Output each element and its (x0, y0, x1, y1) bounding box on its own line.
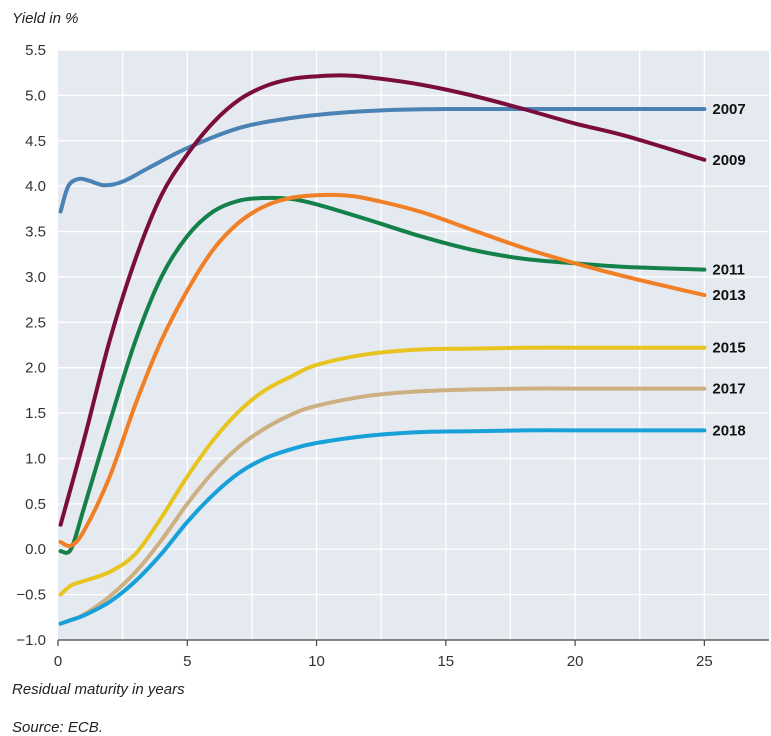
series-label-2017: 2017 (712, 381, 745, 398)
plot-area (58, 50, 769, 640)
series-label-2009: 2009 (712, 152, 745, 169)
series-label-2007: 2007 (712, 101, 745, 118)
y-tick-label: 3.0 (25, 269, 46, 286)
series-label-2015: 2015 (712, 340, 745, 357)
y-tick-label: −0.5 (16, 587, 46, 604)
x-axis-ticks: 0 5 10 15 20 25 (54, 640, 713, 670)
x-tick-label: 20 (567, 653, 584, 670)
series-line-2011 (58, 195, 707, 555)
y-tick-label: 4.0 (25, 178, 46, 195)
y-tick-label: 3.5 (25, 224, 46, 241)
y-tick-label: 2.5 (25, 314, 46, 331)
y-tick-label: −1.0 (16, 632, 46, 649)
series-line-2013 (58, 192, 707, 548)
y-tick-label: 1.0 (25, 450, 46, 467)
y-tick-label: 1.5 (25, 405, 46, 422)
x-tick-label: 0 (54, 653, 62, 670)
series-label-2013: 2013 (712, 287, 745, 304)
y-axis-title: Yield in % (12, 10, 78, 27)
y-tick-label: 0.0 (25, 541, 46, 558)
x-tick-label: 5 (183, 653, 191, 670)
series-labels: 2007 2009 2011 2013 2015 2017 2018 (712, 101, 745, 439)
grid-lines (58, 49, 769, 641)
series-lines (58, 73, 707, 626)
series-line-2015 (58, 345, 707, 597)
series-line-2009 (58, 73, 707, 527)
y-tick-label: 0.5 (25, 496, 46, 513)
x-tick-label: 25 (696, 653, 713, 670)
x-tick-label: 10 (308, 653, 325, 670)
series-label-2018: 2018 (712, 422, 745, 439)
source-note: Source: ECB. (12, 719, 103, 736)
series-label-2011: 2011 (712, 262, 745, 279)
y-tick-label: 2.0 (25, 360, 46, 377)
y-tick-label: 5.0 (25, 87, 46, 104)
y-axis-ticks: 5.5 5.0 4.5 4.0 3.5 3.0 2.5 2.0 1.5 1.0 0.5 0.0 −0.5… (16, 42, 46, 649)
series-line-2018 (58, 428, 707, 626)
y-tick-label: 4.5 (25, 133, 46, 150)
y-tick-label: 5.5 (25, 42, 46, 59)
x-axis-title: Residual maturity in years (12, 681, 185, 698)
series-line-2017 (58, 386, 707, 626)
x-tick-label: 15 (437, 653, 454, 670)
